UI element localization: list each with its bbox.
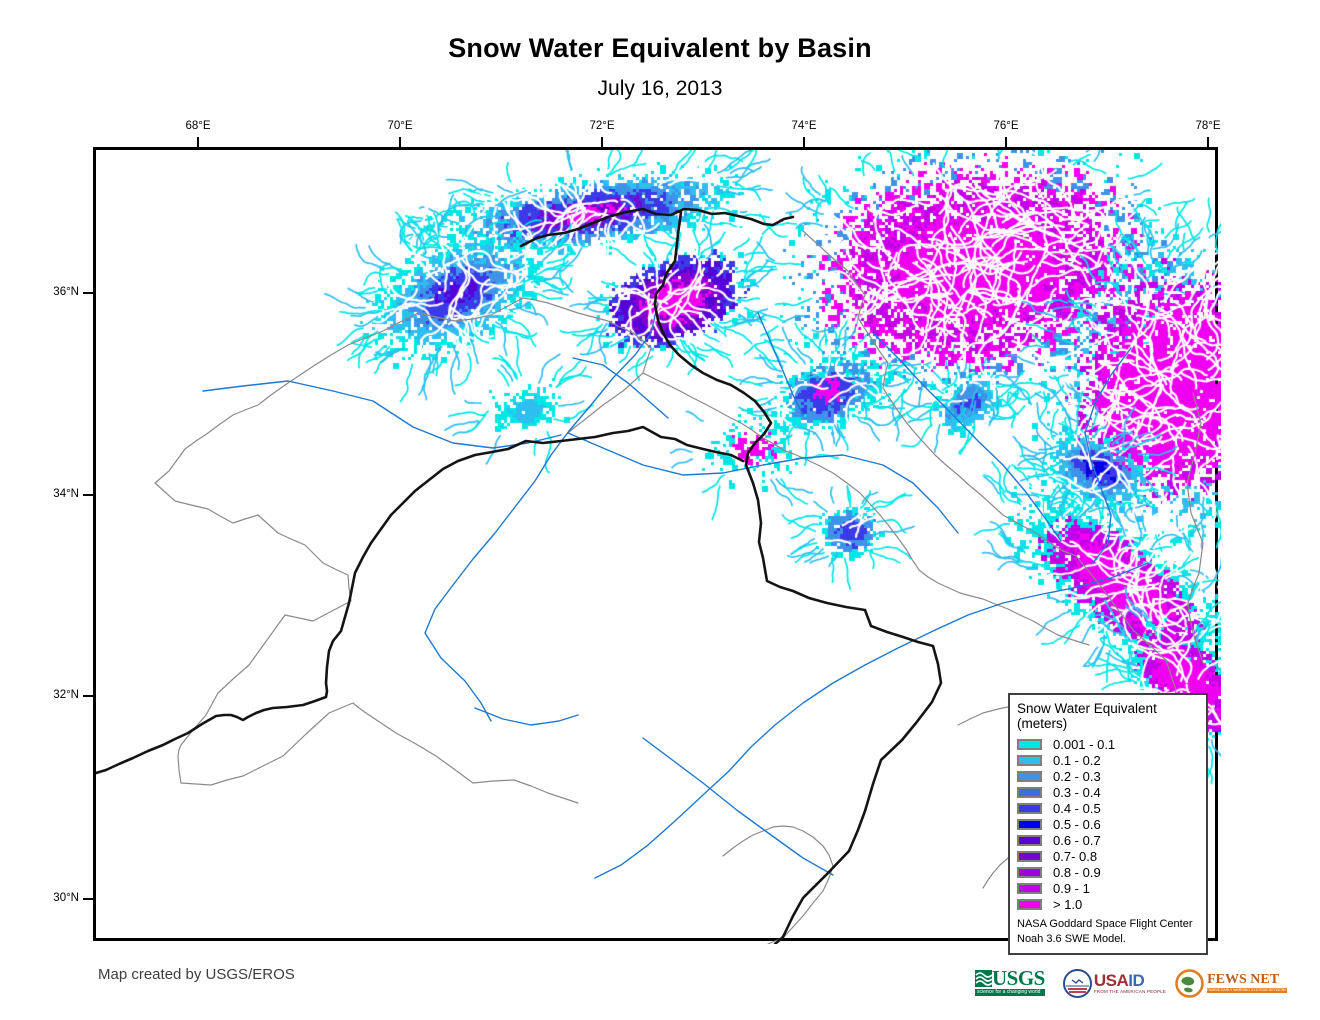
legend-footer-line2: Noah 3.6 SWE Model.: [1017, 933, 1126, 946]
longitude-tick-label: 70°E: [387, 120, 413, 132]
legend-label: 0.1 - 0.2: [1053, 752, 1101, 768]
river: [567, 432, 959, 534]
river: [642, 737, 834, 876]
legend: Snow Water Equivalent (meters) 0.001 - 0…: [1008, 693, 1208, 955]
legend-swatch: [1017, 818, 1042, 830]
fews-wordmark: FEWS NET: [1207, 972, 1280, 987]
river: [424, 302, 659, 722]
legend-label: 0.4 - 0.5: [1053, 800, 1101, 816]
longitude-tick-label: 72°E: [589, 120, 615, 132]
map: 68°E 70°E 72°E 74°E 76°E 78°E 36°N 34°N 32°N 30°…: [53, 120, 1221, 955]
map-attribution: Map created by USGS/EROS: [98, 966, 295, 983]
river: [1084, 347, 1132, 564]
latitude-tick: [83, 695, 93, 697]
legend-label: 0.6 - 0.7: [1053, 832, 1101, 848]
legend-row: 0.6 - 0.7: [1017, 832, 1206, 848]
legend-label: 0.8 - 0.9: [1053, 864, 1101, 880]
river: [572, 357, 669, 419]
longitude-tick-label: 76°E: [993, 120, 1019, 132]
legend-swatch: [1017, 834, 1042, 846]
basin-outline: [522, 297, 652, 434]
indus-basin-boundary: [96, 425, 745, 775]
legend-swatch: [1017, 866, 1042, 878]
legend-row: 0.001 - 0.1: [1017, 736, 1206, 752]
latitude-tick-label: 30°N: [53, 892, 79, 904]
river: [594, 562, 1149, 879]
legend-row: 0.2 - 0.3: [1017, 768, 1206, 784]
usgs-wave-icon: [975, 970, 992, 988]
legend-label: 0.001 - 0.1: [1053, 736, 1116, 752]
latitude-tick-label: 34°N: [53, 488, 79, 500]
river: [872, 332, 1062, 542]
basin-outline: [154, 297, 579, 804]
basin-outline: [802, 457, 1090, 646]
indus-basin-boundary: [519, 207, 795, 248]
fews-tagline: FAMINE EARLY WARNING SYSTEMS NETWORK: [1207, 988, 1287, 993]
latitude-tick: [83, 494, 93, 496]
longitude-tick: [803, 137, 805, 147]
basin-outline: [802, 230, 1177, 774]
legend-row: > 1.0: [1017, 896, 1206, 912]
legend-label: 0.2 - 0.3: [1053, 768, 1101, 784]
longitude-tick: [197, 137, 199, 147]
legend-swatch: [1017, 898, 1042, 910]
basin-outline: [1186, 392, 1204, 664]
legend-swatch: [1017, 882, 1042, 894]
usaid-tagline: FROM THE AMERICAN PEOPLE: [1093, 989, 1167, 994]
legend-label: 0.5 - 0.6: [1053, 816, 1101, 832]
latitude-tick-label: 32°N: [53, 689, 79, 701]
usgs-wordmark: USGS: [992, 965, 1045, 990]
legend-swatch: [1017, 754, 1042, 766]
legend-swatch: [1017, 850, 1042, 862]
agency-logos: USGS science for a changing world NASA U…: [975, 962, 1287, 1004]
basin-outline: [722, 825, 834, 944]
longitude-tick: [1207, 137, 1209, 147]
river: [474, 707, 579, 726]
legend-row: 0.4 - 0.5: [1017, 800, 1206, 816]
legend-row: 0.1 - 0.2: [1017, 752, 1206, 768]
fews-globe-icon: [1175, 968, 1204, 998]
legend-swatch: [1017, 802, 1042, 814]
longitude-tick: [399, 137, 401, 147]
longitude-tick-label: 74°E: [791, 120, 817, 132]
usaid-seal-icon: [1062, 968, 1092, 998]
usgs-tagline: science for a changing world: [975, 989, 1045, 997]
legend-row: 0.8 - 0.9: [1017, 864, 1206, 880]
legend-label: 0.3 - 0.4: [1053, 784, 1101, 800]
basin-outline: [642, 372, 804, 459]
fews-net-logo: FEWS NET FAMINE EARLY WARNING SYSTEMS NE…: [1175, 968, 1287, 998]
legend-rows: 0.001 - 0.1 0.1 - 0.2 0.2 - 0.3 0.3 - 0.4 0.…: [1017, 736, 1206, 912]
legend-footer-line1: NASA Goddard Space Flight Center: [1017, 918, 1193, 930]
usgs-logo: USGS science for a changing world: [975, 965, 1045, 997]
legend-label: 0.9 - 1: [1053, 880, 1090, 896]
longitude-tick: [601, 137, 603, 147]
latitude-tick: [83, 292, 93, 294]
legend-row: 0.5 - 0.6: [1017, 816, 1206, 832]
legend-swatch: [1017, 786, 1042, 798]
map-frame: [93, 147, 1221, 944]
legend-swatch: [1017, 738, 1042, 750]
latitude-tick-label: 36°N: [53, 286, 79, 298]
latitude-tick: [83, 898, 93, 900]
legend-swatch: [1017, 770, 1042, 782]
legend-row: 0.3 - 0.4: [1017, 784, 1206, 800]
page-subtitle: July 16, 2013: [597, 77, 723, 100]
legend-row: 0.7- 0.8: [1017, 848, 1206, 864]
river: [757, 312, 804, 416]
longitude-tick-label: 68°E: [185, 120, 211, 132]
usaid-logo: USAID FROM THE AMERICAN PEOPLE: [1062, 968, 1167, 998]
indus-basin-boundary: [653, 210, 943, 944]
river: [202, 380, 562, 449]
legend-footer: NASA Goddard Space Flight Center Noah 3.…: [1017, 917, 1206, 948]
legend-row: 0.9 - 1: [1017, 880, 1206, 896]
usaid-wordmark: USAID: [1093, 971, 1145, 990]
legend-label: > 1.0: [1053, 896, 1083, 912]
legend-title: Snow Water Equivalent (meters): [1017, 701, 1157, 731]
longitude-tick-label: 78°E: [1195, 120, 1221, 132]
legend-label: 0.7- 0.8: [1053, 848, 1098, 864]
longitude-tick: [1005, 137, 1007, 147]
page-title: Snow Water Equivalent by Basin: [448, 33, 872, 63]
